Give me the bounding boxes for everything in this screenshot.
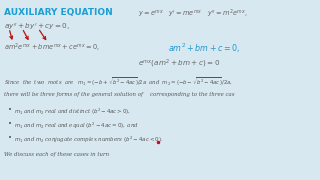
Text: •: • — [8, 107, 12, 113]
Text: $e^{mx}(am^2 + bm + c) = 0$: $e^{mx}(am^2 + bm + c) = 0$ — [138, 58, 220, 70]
Text: $m_1$ and $m_2$ real and distinct $(b^2 - 4ac > 0),$: $m_1$ and $m_2$ real and distinct $(b^2 … — [14, 107, 131, 117]
Text: there will be three forms of the general solution of    corresponding to the thr: there will be three forms of the general… — [4, 92, 235, 97]
Text: $m_1$ and $m_2$ conjugate complex numbers $(b^2 - 4ac < 0).$: $m_1$ and $m_2$ conjugate complex number… — [14, 135, 164, 145]
Text: We discuss each of these cases in turn: We discuss each of these cases in turn — [4, 152, 109, 157]
Text: $am^2 + bm + c = 0,$: $am^2 + bm + c = 0,$ — [168, 42, 240, 55]
Text: $ay'' + by' + cy = 0,$: $ay'' + by' + cy = 0,$ — [4, 22, 70, 33]
Text: •: • — [8, 121, 12, 127]
Text: Since  the  two  roots  are   $m_1 = (-b + \sqrt{b^2 - 4ac})/2a$  and  $m_2 = (-: Since the two roots are $m_1 = (-b + \sq… — [4, 77, 233, 88]
Text: •: • — [8, 135, 12, 141]
Text: AUXILIARY EQUATION: AUXILIARY EQUATION — [4, 8, 113, 17]
Text: $m_1$ and $m_2$ real and equal $(b^2 - 4ac = 0),$ and: $m_1$ and $m_2$ real and equal $(b^2 - 4… — [14, 121, 139, 131]
Text: $y = e^{mx} \quad y' = me^{mx} \quad y'' = m^2e^{mx},$: $y = e^{mx} \quad y' = me^{mx} \quad y''… — [138, 8, 247, 20]
Text: $am^2e^{mx} + bme^{mx} + ce^{mx} = 0,$: $am^2e^{mx} + bme^{mx} + ce^{mx} = 0,$ — [4, 42, 100, 54]
